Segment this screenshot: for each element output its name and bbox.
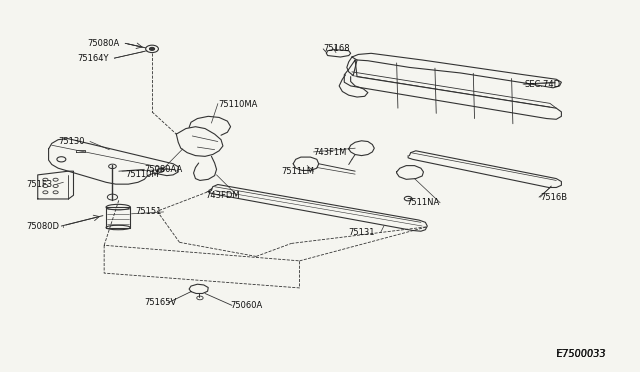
Text: 75165V: 75165V [145,298,177,307]
Text: 75131: 75131 [349,228,375,237]
Text: 75130: 75130 [58,137,84,146]
Text: 75110MA: 75110MA [218,100,257,109]
Text: 75060A: 75060A [230,301,263,310]
Circle shape [150,47,155,50]
Text: 7511NA: 7511NA [406,198,440,207]
Text: 75110M: 75110M [125,170,159,179]
Text: 751F3: 751F3 [26,180,52,189]
Text: 743F1M: 743F1M [314,148,347,157]
Text: 75168: 75168 [323,44,350,53]
Text: 75151: 75151 [135,208,161,217]
Text: 75164Y: 75164Y [77,54,109,62]
Text: 743FDM: 743FDM [205,191,239,200]
Text: 7511LM: 7511LM [282,167,315,176]
Text: 7516B: 7516B [540,193,568,202]
Text: 75080D: 75080D [26,222,60,231]
Text: E7500033: E7500033 [556,349,606,359]
Text: 75080AA: 75080AA [145,165,182,174]
Text: E7500033: E7500033 [556,349,605,359]
Text: 75080A: 75080A [87,39,119,48]
Text: SEC.74D: SEC.74D [524,80,561,89]
